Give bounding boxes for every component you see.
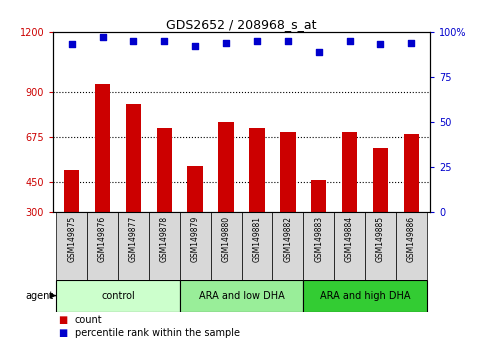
Bar bbox=[126, 104, 141, 212]
Text: GSM149884: GSM149884 bbox=[345, 216, 354, 262]
Bar bbox=[280, 132, 296, 212]
Point bbox=[346, 38, 354, 44]
Point bbox=[315, 49, 323, 55]
Text: GSM149876: GSM149876 bbox=[98, 216, 107, 262]
Text: agent: agent bbox=[25, 291, 54, 301]
FancyBboxPatch shape bbox=[242, 212, 272, 280]
Bar bbox=[187, 166, 203, 212]
Text: GSM149882: GSM149882 bbox=[284, 216, 292, 262]
Bar bbox=[311, 180, 327, 212]
Point bbox=[222, 40, 230, 46]
Title: GDS2652 / 208968_s_at: GDS2652 / 208968_s_at bbox=[166, 18, 317, 31]
Text: GSM149880: GSM149880 bbox=[222, 216, 230, 262]
Text: ■: ■ bbox=[58, 328, 67, 338]
Text: ARA and low DHA: ARA and low DHA bbox=[199, 291, 284, 301]
FancyBboxPatch shape bbox=[56, 280, 180, 312]
Text: GSM149875: GSM149875 bbox=[67, 216, 76, 262]
FancyBboxPatch shape bbox=[365, 212, 396, 280]
Bar bbox=[218, 122, 234, 212]
Text: GSM149885: GSM149885 bbox=[376, 216, 385, 262]
FancyBboxPatch shape bbox=[272, 212, 303, 280]
Bar bbox=[64, 170, 79, 212]
FancyBboxPatch shape bbox=[87, 212, 118, 280]
Text: ARA and high DHA: ARA and high DHA bbox=[320, 291, 410, 301]
Text: GSM149881: GSM149881 bbox=[253, 216, 261, 262]
Point bbox=[377, 42, 384, 47]
Point bbox=[129, 38, 137, 44]
FancyBboxPatch shape bbox=[180, 212, 211, 280]
Text: ■: ■ bbox=[58, 315, 67, 325]
Point bbox=[284, 38, 292, 44]
FancyBboxPatch shape bbox=[118, 212, 149, 280]
Text: percentile rank within the sample: percentile rank within the sample bbox=[75, 328, 240, 338]
Bar bbox=[404, 134, 419, 212]
Point bbox=[68, 42, 75, 47]
Bar bbox=[342, 132, 357, 212]
FancyBboxPatch shape bbox=[303, 280, 427, 312]
Point bbox=[160, 38, 168, 44]
Text: GSM149886: GSM149886 bbox=[407, 216, 416, 262]
FancyBboxPatch shape bbox=[149, 212, 180, 280]
Text: count: count bbox=[75, 315, 102, 325]
FancyBboxPatch shape bbox=[211, 212, 242, 280]
Text: GSM149879: GSM149879 bbox=[191, 216, 199, 262]
FancyBboxPatch shape bbox=[180, 280, 303, 312]
Bar bbox=[95, 84, 110, 212]
Text: control: control bbox=[101, 291, 135, 301]
FancyBboxPatch shape bbox=[303, 212, 334, 280]
Bar bbox=[373, 148, 388, 212]
Text: GSM149883: GSM149883 bbox=[314, 216, 323, 262]
Text: GSM149878: GSM149878 bbox=[160, 216, 169, 262]
FancyBboxPatch shape bbox=[396, 212, 427, 280]
Point bbox=[253, 38, 261, 44]
FancyBboxPatch shape bbox=[334, 212, 365, 280]
Point bbox=[408, 40, 415, 46]
Bar bbox=[156, 128, 172, 212]
Point bbox=[191, 44, 199, 49]
Point bbox=[99, 34, 106, 40]
Bar bbox=[249, 128, 265, 212]
FancyBboxPatch shape bbox=[56, 212, 87, 280]
Text: GSM149877: GSM149877 bbox=[129, 216, 138, 262]
